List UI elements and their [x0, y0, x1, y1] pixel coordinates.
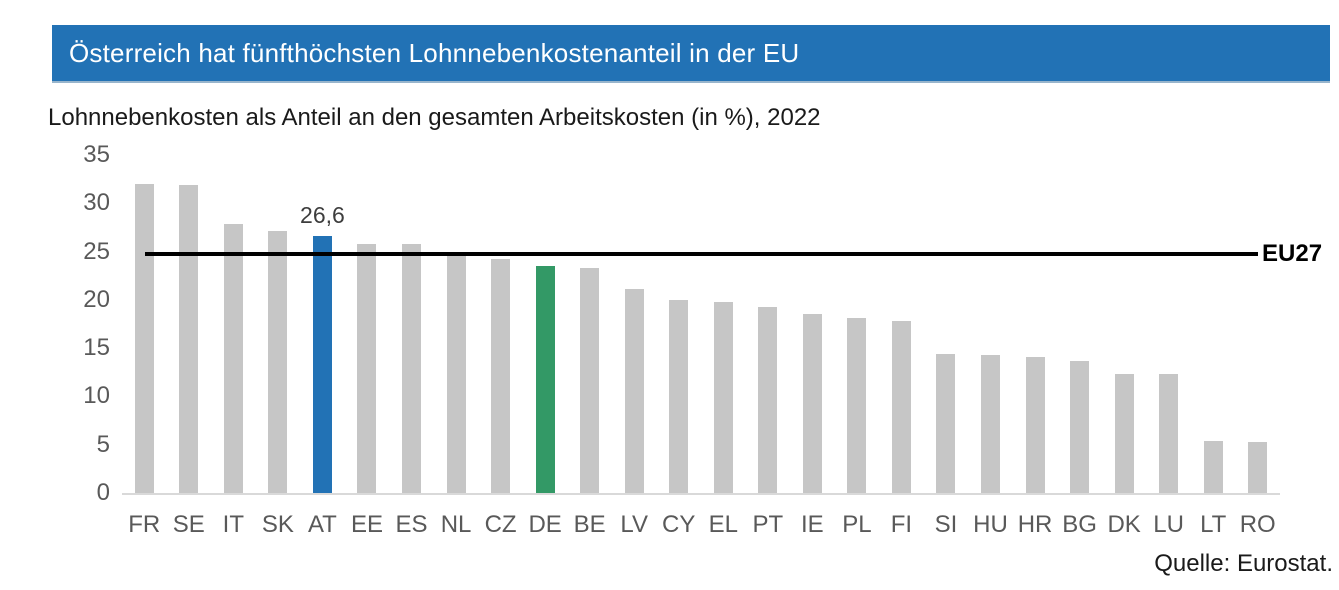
chart-subtitle: Lohnnebenkosten als Anteil an den gesamt… — [48, 104, 821, 131]
bar-ee — [357, 243, 377, 493]
y-tick-label: 5 — [96, 430, 110, 458]
bar-cz — [491, 259, 511, 493]
bar-hr — [1025, 356, 1045, 493]
bar-lt — [1203, 440, 1223, 493]
y-tick-label: 15 — [83, 334, 110, 362]
bar-ie — [802, 314, 822, 493]
x-tick-label-sk: SK — [261, 511, 294, 538]
x-tick-label-lv: LV — [620, 511, 648, 538]
x-tick-label-es: ES — [395, 511, 428, 538]
bar-pl — [847, 318, 867, 493]
page-title: Österreich hat fünfthöchsten Lohnnebenko… — [69, 38, 800, 68]
bar-si — [936, 353, 956, 493]
x-tick-label-ee: EE — [350, 511, 383, 538]
x-tick-label-pt: PT — [752, 511, 784, 538]
bar-es — [402, 243, 421, 493]
x-axis-line — [122, 493, 1280, 495]
bar-cy — [669, 299, 689, 493]
bar-it — [223, 223, 243, 493]
x-tick-label-dk: DK — [1107, 511, 1141, 538]
data-label-at: 26,6 — [300, 202, 345, 229]
bar-lu — [1159, 374, 1179, 493]
x-tick-label-cy: CY — [662, 511, 696, 538]
bar-chart: FR SE IT SK AT EE ES NL CZ DE BE LV CY EL PT IE PL FI SI HU… — [122, 155, 1322, 538]
bar-se — [179, 184, 199, 493]
source-note: Quelle: Eurostat. — [1154, 550, 1333, 577]
x-tick-label-de: DE — [528, 511, 562, 538]
x-tick-label-ie: IE — [800, 511, 824, 538]
x-tick-label-fr: FR — [128, 511, 161, 538]
bar-fi — [891, 321, 911, 493]
y-tick-label: 35 — [83, 141, 110, 168]
eu27-reference-line — [145, 251, 1258, 256]
x-tick-label-it: IT — [222, 511, 244, 538]
x-tick-label-si: SI — [934, 511, 958, 538]
y-tick-label: 30 — [83, 189, 110, 217]
bar-bg — [1070, 360, 1090, 493]
x-tick-label-pl: PL — [842, 511, 872, 538]
bar-de — [535, 266, 555, 493]
bar-sk — [268, 231, 288, 493]
y-tick-label: 20 — [83, 285, 110, 313]
x-tick-label-lu: LU — [1153, 511, 1184, 538]
bar-pt — [758, 306, 778, 493]
y-tick-label: 25 — [83, 237, 110, 265]
x-tick-label-be: BE — [573, 511, 606, 538]
bar-nl — [446, 252, 466, 493]
x-tick-label-se: SE — [172, 511, 205, 538]
bar-el — [713, 301, 733, 493]
x-tick-label-hu: HU — [973, 511, 1008, 538]
y-tick-label: 10 — [83, 382, 110, 410]
bar-lv — [624, 289, 644, 493]
x-tick-label-hr: HR — [1017, 511, 1053, 538]
x-tick-label-el: EL — [708, 511, 738, 538]
y-tick-label: 0 — [96, 479, 110, 506]
title-banner: Österreich hat fünfthöchsten Lohnnebenko… — [52, 25, 1330, 81]
x-tick-label-cz: CZ — [484, 511, 517, 538]
x-tick-label-ro: RO — [1239, 511, 1276, 538]
bar-hu — [981, 354, 1000, 493]
bar-at — [312, 236, 332, 493]
x-tick-label-fi: FI — [890, 511, 913, 538]
bar-ro — [1248, 441, 1268, 493]
x-tick-label-nl: NL — [440, 511, 472, 538]
x-tick-label-bg: BG — [1062, 511, 1097, 538]
eu27-reference-line-label: EU27 — [1262, 239, 1323, 267]
x-tick-label-lt: LT — [1200, 511, 1227, 538]
bar-dk — [1114, 374, 1134, 493]
bar-be — [580, 268, 600, 493]
x-tick-label-at: AT — [307, 511, 337, 538]
bar-fr — [134, 183, 154, 493]
